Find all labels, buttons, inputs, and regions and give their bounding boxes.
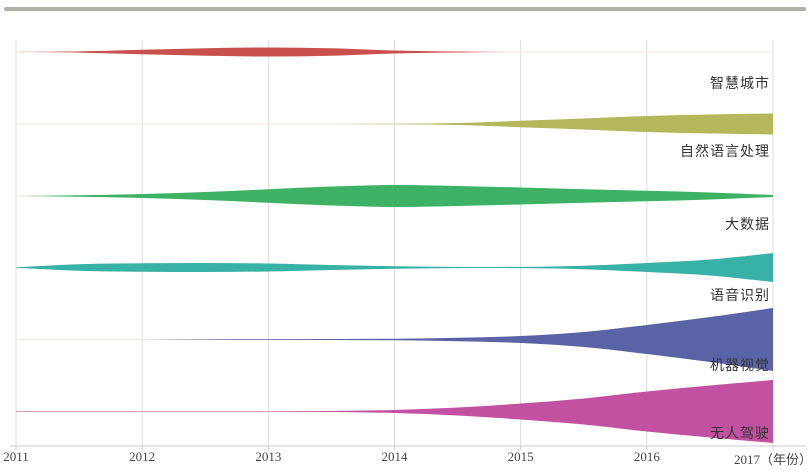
stream-label-1: 自然语言处理 xyxy=(680,145,770,160)
stream-3[interactable] xyxy=(16,253,773,282)
x-axis-label-2014: 2014 xyxy=(381,449,408,464)
stream-label-0: 智慧城市 xyxy=(710,77,770,92)
x-axis-label-2016: 2016 xyxy=(633,449,660,464)
stream-2[interactable] xyxy=(16,184,773,208)
stream-1[interactable] xyxy=(16,113,773,135)
x-axis-label-2017: 2017（年份） xyxy=(733,452,810,467)
stream-label-5: 无人驾驶 xyxy=(710,427,770,442)
stream-label-2: 大数据 xyxy=(725,218,770,233)
x-axis-label-2013: 2013 xyxy=(255,449,282,464)
x-axis-label-2015: 2015 xyxy=(507,449,534,464)
stream-4[interactable] xyxy=(16,308,773,371)
top-divider-bar xyxy=(4,7,806,11)
x-axis-label-2012: 2012 xyxy=(129,449,156,464)
stream-5[interactable] xyxy=(16,380,773,443)
stream-label-4: 机器视觉 xyxy=(710,359,770,374)
stream-0[interactable] xyxy=(16,47,773,57)
stream-label-3: 语音识别 xyxy=(710,289,770,304)
x-axis-label-2011: 2011 xyxy=(3,449,29,464)
